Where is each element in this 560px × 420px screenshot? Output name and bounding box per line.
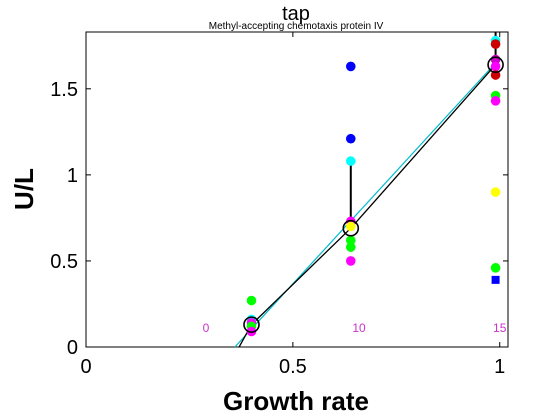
y-tick-label: 1 bbox=[67, 165, 78, 187]
data-point-square bbox=[491, 275, 500, 284]
data-point bbox=[490, 96, 501, 106]
y-tick-label: 0.5 bbox=[50, 251, 78, 273]
x-axis-ticks: 0 0.5 1 bbox=[80, 32, 505, 378]
mean-marker bbox=[243, 316, 260, 333]
point-count-label: 10 bbox=[352, 321, 366, 335]
data-point bbox=[345, 156, 356, 166]
fit-line-black bbox=[238, 64, 497, 348]
data-point bbox=[345, 133, 356, 144]
point-count-annotations: 0 10 15 bbox=[203, 321, 507, 335]
point-count-label: 15 bbox=[493, 321, 507, 335]
mean-marker bbox=[487, 56, 504, 74]
x-axis-label: Growth rate bbox=[223, 386, 369, 416]
data-point bbox=[345, 235, 356, 246]
y-tick-label: 0 bbox=[67, 337, 78, 359]
fit-lines bbox=[234, 62, 497, 348]
y-axis-label: U/L bbox=[9, 168, 39, 210]
x-tick-label: 1 bbox=[494, 356, 505, 378]
point-count-label: 0 bbox=[203, 321, 210, 335]
data-point bbox=[490, 39, 501, 49]
y-axis-ticks: 0 0.5 1 1.5 bbox=[50, 79, 508, 359]
data-point bbox=[490, 61, 501, 72]
mean-marker bbox=[342, 219, 360, 237]
y-tick-label: 1.5 bbox=[50, 79, 78, 101]
x-tick-label: 0 bbox=[80, 356, 91, 378]
data-point bbox=[246, 295, 257, 306]
fit-line-cyan bbox=[234, 62, 497, 348]
chart-subtitle: Methyl-accepting chemotaxis protein IV bbox=[209, 21, 384, 32]
data-point bbox=[345, 242, 356, 252]
data-point bbox=[490, 187, 501, 197]
data-point bbox=[345, 256, 356, 266]
plot-area-frame bbox=[85, 31, 509, 348]
data-point bbox=[490, 263, 501, 273]
data-point bbox=[345, 221, 356, 232]
chart-title: tap bbox=[282, 3, 310, 25]
mean-markers bbox=[243, 56, 504, 333]
x-tick-label: 0.5 bbox=[279, 356, 307, 378]
data-point bbox=[345, 61, 356, 72]
